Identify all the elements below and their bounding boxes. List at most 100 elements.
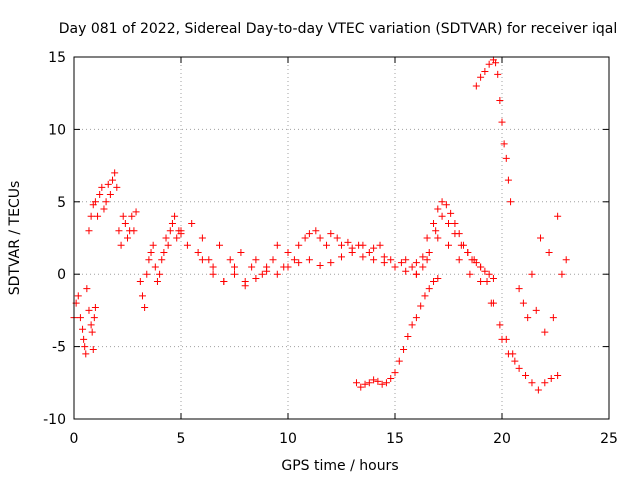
data-point bbox=[89, 345, 97, 353]
data-point bbox=[502, 154, 510, 162]
data-point bbox=[76, 314, 84, 322]
data-point bbox=[438, 198, 446, 206]
data-point bbox=[284, 263, 292, 271]
data-point bbox=[412, 270, 420, 278]
y-tick-labels: -10 -5 0 5 10 15 bbox=[43, 50, 66, 428]
data-point bbox=[417, 302, 425, 310]
data-point bbox=[451, 230, 459, 238]
data-point bbox=[109, 176, 117, 184]
data-point bbox=[209, 263, 217, 271]
data-point bbox=[554, 372, 562, 380]
data-point bbox=[481, 267, 489, 275]
data-point bbox=[532, 306, 540, 314]
data-point bbox=[481, 67, 489, 75]
data-point bbox=[273, 241, 281, 249]
axis-ticks bbox=[73, 56, 610, 420]
data-point bbox=[149, 241, 157, 249]
x-tick-labels: 0 5 10 15 20 25 bbox=[70, 431, 618, 447]
data-point bbox=[419, 253, 427, 261]
data-point bbox=[305, 256, 313, 264]
data-point bbox=[79, 325, 87, 333]
data-point bbox=[380, 259, 388, 267]
data-point bbox=[445, 241, 452, 249]
data-point bbox=[258, 270, 266, 278]
data-point bbox=[305, 230, 313, 238]
data-point bbox=[541, 328, 549, 336]
data-point bbox=[352, 379, 360, 387]
x-tick-label: 5 bbox=[177, 431, 186, 447]
data-point bbox=[100, 205, 108, 213]
data-point bbox=[359, 241, 367, 249]
data-point bbox=[402, 256, 410, 264]
data-point bbox=[209, 270, 217, 278]
data-point bbox=[378, 380, 386, 388]
data-point bbox=[295, 259, 303, 267]
data-point bbox=[404, 332, 412, 340]
data-point bbox=[156, 270, 164, 278]
data-point bbox=[119, 212, 127, 220]
y-tick-label: -10 bbox=[43, 412, 66, 428]
data-point bbox=[98, 183, 106, 191]
data-point bbox=[166, 227, 174, 235]
data-point bbox=[496, 321, 504, 329]
data-point bbox=[143, 270, 151, 278]
data-point bbox=[273, 270, 281, 278]
data-point bbox=[216, 241, 224, 249]
data-point bbox=[472, 82, 480, 90]
data-point bbox=[477, 73, 485, 81]
data-point bbox=[494, 70, 502, 78]
data-point bbox=[357, 383, 365, 391]
data-point bbox=[402, 267, 410, 275]
data-points bbox=[70, 56, 570, 394]
data-point bbox=[74, 292, 82, 300]
data-point bbox=[188, 220, 196, 228]
data-point bbox=[464, 248, 472, 256]
data-point bbox=[554, 212, 562, 220]
data-point bbox=[434, 275, 442, 283]
data-point bbox=[434, 205, 442, 213]
data-point bbox=[432, 227, 440, 235]
data-point bbox=[132, 208, 140, 216]
data-point bbox=[391, 369, 399, 377]
x-tick-label: 15 bbox=[386, 431, 404, 447]
data-point bbox=[466, 270, 474, 278]
data-point bbox=[483, 277, 491, 285]
series-seg9 bbox=[515, 212, 570, 336]
data-point bbox=[87, 212, 95, 220]
data-point bbox=[562, 256, 570, 264]
data-point bbox=[522, 372, 530, 380]
y-tick-label: -5 bbox=[52, 340, 66, 356]
data-point bbox=[91, 304, 99, 312]
plot-frame bbox=[73, 56, 610, 420]
data-point bbox=[509, 350, 517, 358]
data-point bbox=[173, 234, 181, 242]
data-point bbox=[455, 256, 463, 264]
series-seg8 bbox=[472, 56, 515, 206]
data-point bbox=[96, 191, 104, 199]
data-point bbox=[87, 321, 95, 329]
data-point bbox=[198, 234, 206, 242]
data-point bbox=[507, 198, 515, 206]
data-point bbox=[269, 256, 277, 264]
data-point bbox=[412, 314, 420, 322]
data-point bbox=[81, 343, 89, 351]
series-seg7 bbox=[352, 275, 442, 391]
data-point bbox=[177, 227, 185, 235]
data-point bbox=[338, 241, 345, 249]
data-point bbox=[124, 234, 131, 242]
data-point bbox=[408, 321, 416, 329]
data-point bbox=[470, 256, 478, 264]
series-seg6 bbox=[412, 212, 562, 394]
data-point bbox=[477, 277, 485, 285]
data-point bbox=[91, 198, 99, 206]
data-point bbox=[496, 96, 504, 104]
data-point bbox=[128, 212, 136, 220]
data-point bbox=[104, 180, 112, 188]
data-point bbox=[511, 357, 519, 365]
data-point bbox=[327, 259, 335, 267]
data-point bbox=[457, 241, 465, 249]
data-point bbox=[412, 259, 420, 267]
data-point bbox=[158, 256, 166, 264]
y-axis-label: SDTVAR / TECUs bbox=[7, 181, 23, 296]
